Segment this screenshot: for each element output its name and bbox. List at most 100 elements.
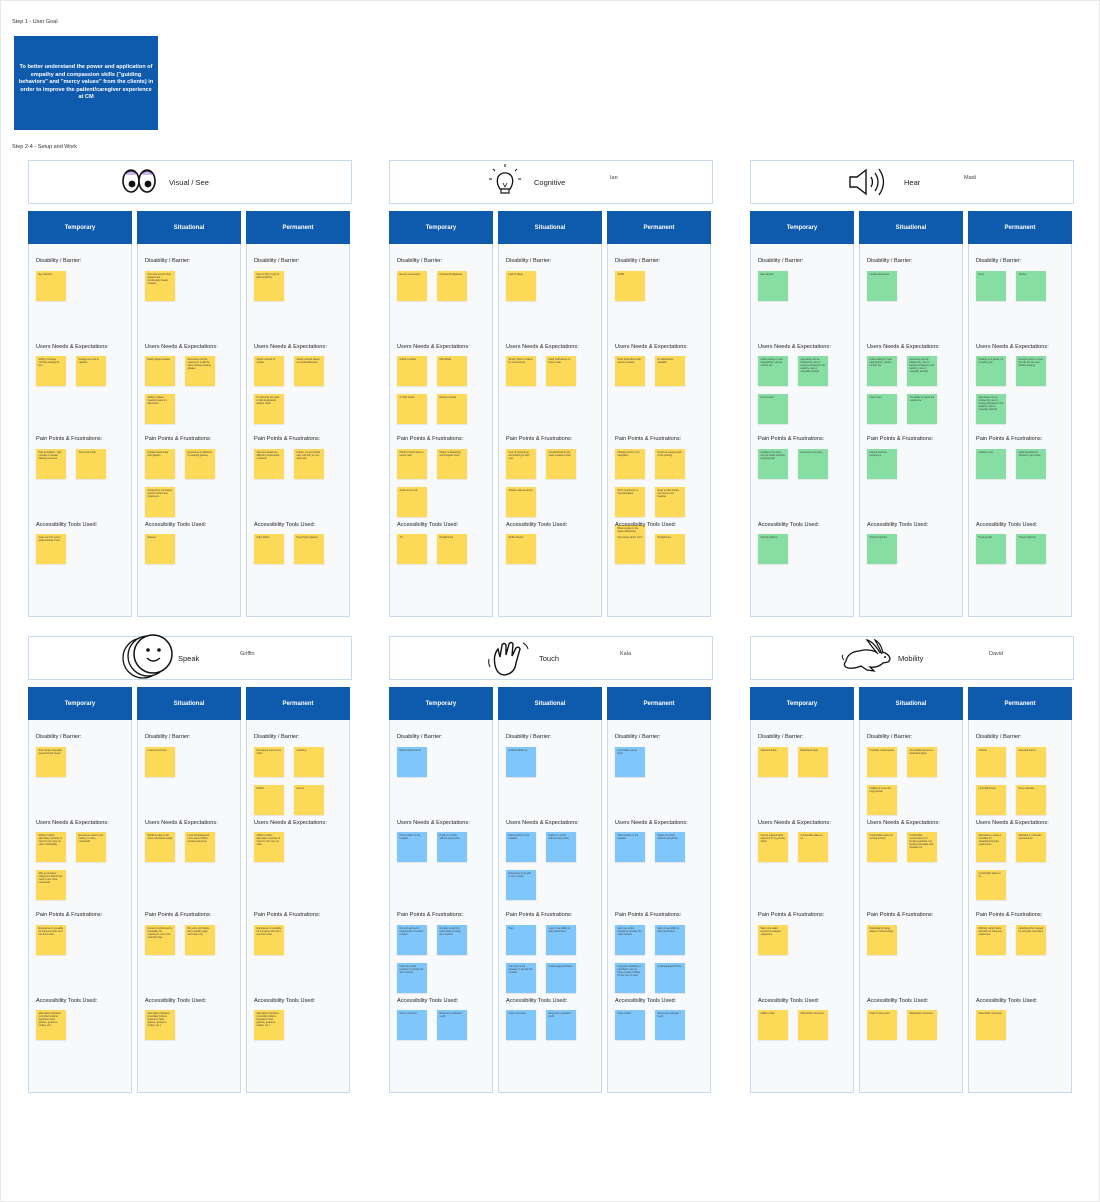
sticky-note[interactable]: Arthritis <box>976 747 1006 777</box>
sticky-note[interactable]: Haptic to control without using limbs <box>546 832 576 862</box>
sticky-note[interactable]: The ability to pause the experience <box>907 394 937 424</box>
sticky-note[interactable]: Prescription glasses <box>294 534 324 564</box>
sticky-note[interactable]: Headphones <box>437 534 467 564</box>
sticky-note[interactable]: Auditory cues <box>976 449 1006 479</box>
sticky-note[interactable]: Ability to adjust headset based on disco… <box>145 394 175 424</box>
sticky-note[interactable]: Wheelchair conscious <box>907 1010 937 1040</box>
sticky-note[interactable]: Comfortable place to sit <box>798 832 828 862</box>
sticky-note[interactable]: Experience is as able to do it myself <box>506 870 536 900</box>
sticky-note[interactable]: Permanent vocal nerve strain <box>254 747 284 777</box>
sticky-note[interactable]: A 'Help' button <box>397 394 427 424</box>
sticky-note[interactable]: pain/discomfort caused by using the cont… <box>1016 925 1046 955</box>
sticky-note[interactable]: Text is too small <box>76 449 106 479</box>
sticky-note[interactable]: Experience doesn't rely heavily on voice… <box>76 832 106 862</box>
sticky-note[interactable]: T.V. <box>397 534 427 564</box>
sticky-note[interactable]: Sprained Ankle <box>758 747 788 777</box>
sticky-note[interactable]: Alternative interfaces (controller butto… <box>145 1010 175 1040</box>
sticky-note[interactable]: Annoyed by not having typical contact le… <box>145 487 175 517</box>
sticky-note[interactable]: Color Filters <box>254 534 284 564</box>
sticky-note[interactable]: Unabled to be sure, can not locate direc… <box>758 449 788 479</box>
sticky-note[interactable]: Inability to move the long periods <box>867 785 897 815</box>
sticky-note[interactable]: Audio settings / clear descriptions, vol… <box>758 356 788 386</box>
board-header[interactable]: Visual / See <box>28 160 352 204</box>
sticky-note[interactable]: Motion is distracting and irregular focu… <box>437 449 467 479</box>
sticky-note[interactable]: Ability to utilize alternative methods o… <box>36 832 66 862</box>
sticky-note[interactable]: Frantic, on and middle user mild only to… <box>294 449 324 479</box>
sticky-note[interactable]: User has to wear their glasses and accid… <box>145 271 175 301</box>
sticky-note[interactable]: Adjust contrast based on comfortableness <box>294 356 324 386</box>
sticky-note[interactable]: Loud Environment <box>867 271 897 301</box>
sticky-note[interactable]: Need to take breaks and resume the heads… <box>655 487 685 517</box>
board-header[interactable]: Hear Madi <box>750 160 1074 204</box>
sticky-note[interactable]: Voice command <box>506 1010 536 1040</box>
sticky-note[interactable]: Broken/Injured Limb <box>397 747 427 777</box>
sticky-note[interactable]: Simple 'How to' videos for environment <box>506 356 536 386</box>
sticky-note[interactable]: Eye infection <box>36 271 66 301</box>
sticky-note[interactable]: Was more tasks needed to navigate experi… <box>758 925 788 955</box>
sticky-note[interactable]: Lack of use ability to play interactions <box>546 925 576 955</box>
sticky-note[interactable]: Experience too loud <box>798 449 828 479</box>
sticky-note[interactable]: ADHD <box>615 271 645 301</box>
sticky-note[interactable]: Pain <box>506 925 536 955</box>
sticky-note[interactable]: Recent Concussion <box>397 271 427 301</box>
sticky-note[interactable]: Underequipped Phone <box>546 963 576 993</box>
sticky-note[interactable]: Ability to change contrast settings for … <box>36 356 66 386</box>
sticky-note[interactable]: Dark Mode <box>437 356 467 386</box>
sticky-note[interactable]: Experience is unusable for someone who c… <box>36 925 66 955</box>
sticky-note[interactable]: Comfortable environment (not feeling res… <box>907 832 937 862</box>
sticky-note[interactable]: Mobile Device <box>506 534 536 564</box>
sticky-note[interactable]: Don't experience or overstimulated <box>615 487 645 517</box>
sticky-note[interactable]: Clear instructions that can be revisited <box>615 356 645 386</box>
sticky-note[interactable]: Haptic to control without using limbs <box>437 832 467 862</box>
sticky-note[interactable]: Alternative to using a controller for na… <box>976 832 1006 862</box>
sticky-note[interactable]: Closed captions <box>1016 534 1046 564</box>
sticky-note[interactable]: stuttering <box>294 747 324 777</box>
sticky-note[interactable]: Hearing aids <box>976 534 1006 564</box>
sticky-note[interactable]: Movement estimator / touch <box>655 1010 685 1040</box>
sticky-note[interactable]: Alternative interfaces (controller butto… <box>36 1010 66 1040</box>
sticky-note[interactable]: Content environment is unsuitable for ex… <box>145 925 175 955</box>
sticky-note[interactable]: Reduce sounds <box>437 394 467 424</box>
sticky-note[interactable]: Long term dexterity or prosthetic may no… <box>615 963 645 993</box>
sticky-note[interactable]: Clear instructions on how to start <box>546 356 576 386</box>
sticky-note[interactable]: Audio is too loud <box>397 487 427 517</box>
sticky-note[interactable]: Level of background noise doesn't affect… <box>185 832 215 862</box>
sticky-note[interactable]: Needs to repeat a part of the training <box>655 449 685 479</box>
sticky-note[interactable]: Give sense of the room <box>615 534 645 564</box>
sticky-note[interactable]: Overwhelmed by the steps needed to start <box>546 449 576 479</box>
sticky-note[interactable]: Harsh to touch base to relieve pain <box>397 449 427 479</box>
sticky-note[interactable]: Able to complete experience without the … <box>36 870 66 900</box>
sticky-note[interactable]: Sore throat / laryngitis general throat … <box>36 747 66 777</box>
sticky-note[interactable]: Experience is distorted by wearing glass… <box>185 449 215 479</box>
sticky-note[interactable]: No distractions available <box>655 356 685 386</box>
sticky-note[interactable]: Standard or controller requirements <box>1016 832 1046 862</box>
sticky-note[interactable]: Headphones <box>655 534 685 564</box>
sticky-note[interactable]: Tinnitus <box>1016 271 1046 301</box>
sticky-note[interactable]: Not accustomed to having both controller… <box>397 925 427 955</box>
sticky-note[interactable]: Adjust contrast of visuals <box>254 356 284 386</box>
sticky-note[interactable]: Wheelchair conscious <box>798 1010 828 1040</box>
sticky-note[interactable]: Cannot hear the experience <box>867 449 897 479</box>
user-goal-card[interactable]: To better understand the power and appli… <box>14 36 158 130</box>
board-header[interactable]: Mobility David <box>750 636 1074 680</box>
sticky-note[interactable]: Essential tremor <box>1016 747 1046 777</box>
sticky-note[interactable]: Not able to perform basic tasks of using… <box>437 925 467 955</box>
sticky-note[interactable]: Can't use to the headset to operate the … <box>615 925 645 955</box>
sticky-note[interactable]: Glasses <box>145 534 175 564</box>
sticky-note[interactable]: Hard cushion to the headset <box>615 832 645 862</box>
sticky-note[interactable]: User is fully or part of light sensitivi… <box>254 271 284 301</box>
sticky-note[interactable]: Change text size & captions <box>76 356 106 386</box>
sticky-note[interactable]: Lack of use ability to play interactions <box>655 925 685 955</box>
sticky-note[interactable]: Afraid to ask questions <box>506 487 536 517</box>
sticky-note[interactable]: Closed Captions <box>867 534 897 564</box>
sticky-note[interactable]: Haptic to control without using limbs <box>655 832 685 862</box>
sticky-note[interactable]: Movement estimator / touch <box>546 1010 576 1040</box>
sticky-note[interactable]: Assurance can be followed by user in fee… <box>798 356 828 386</box>
sticky-note[interactable]: Headset feels bulky with glasses <box>145 449 175 479</box>
sticky-note[interactable]: Assurance that the experience is still t… <box>185 356 215 386</box>
sticky-note[interactable]: Text and visuals are difficult to unders… <box>254 449 284 479</box>
sticky-note[interactable]: Chair of some kind <box>867 1010 897 1040</box>
sticky-note[interactable]: Can't use to the headset or operate the … <box>506 963 536 993</box>
sticky-note[interactable]: Experience is unusable for someone who c… <box>254 925 284 955</box>
sticky-note[interactable]: Can be enjoyed while injured or in my pr… <box>758 832 788 862</box>
